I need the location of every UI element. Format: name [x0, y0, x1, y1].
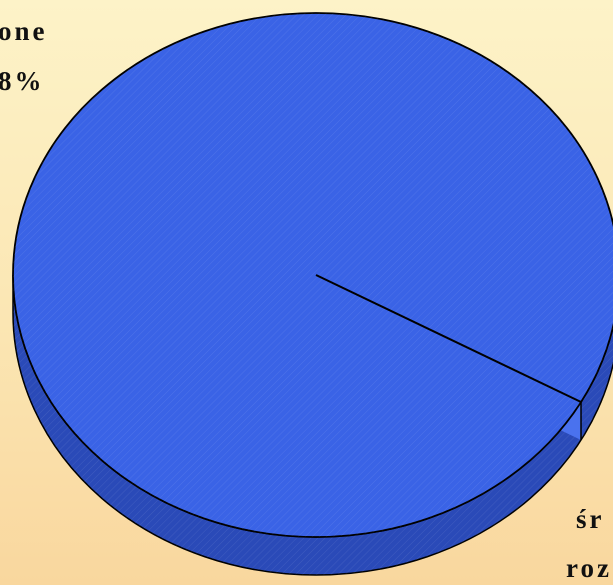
slice-label-a-line1: one [0, 16, 48, 46]
pie-slice-small-edge [315, 274, 582, 403]
slice-label-a-line2: 8% [0, 66, 45, 96]
pie-top-hatch [13, 13, 613, 537]
slice-label-b-line1: śr [576, 504, 605, 534]
slice-label-b-line2: roz [566, 553, 612, 583]
